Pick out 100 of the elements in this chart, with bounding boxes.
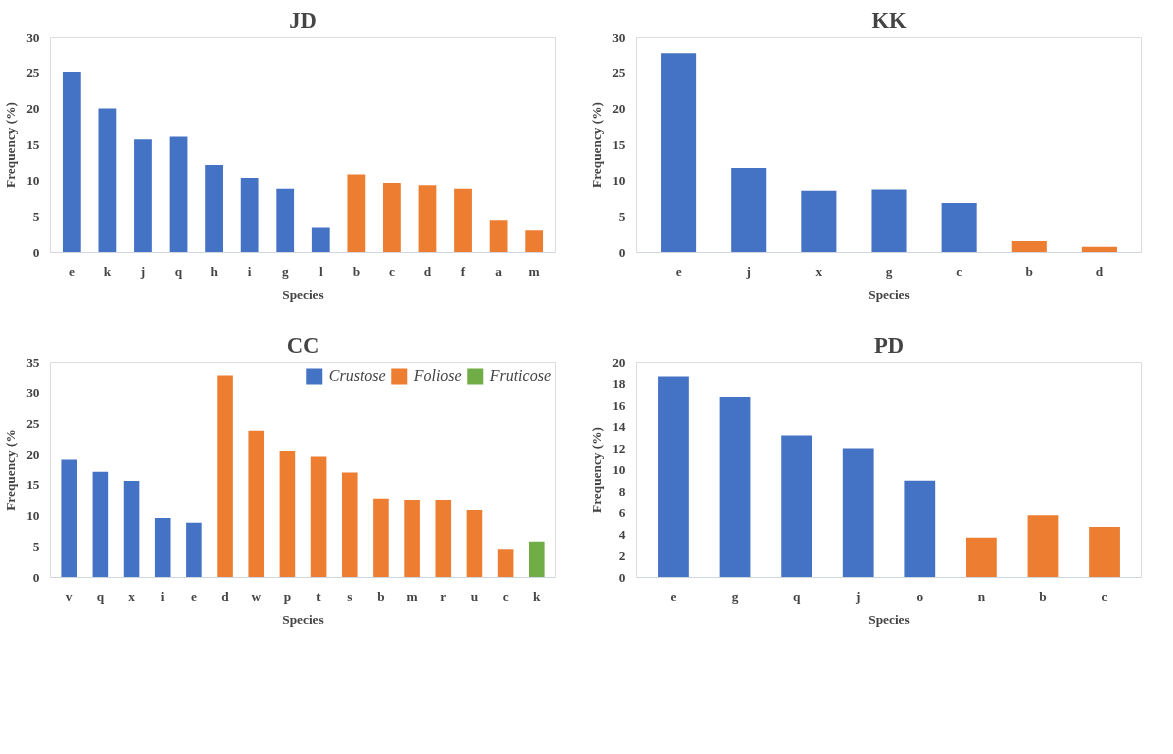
x-tick-label: b <box>377 588 385 604</box>
x-axis-title: Species <box>282 286 324 302</box>
x-tick-label: q <box>792 588 801 604</box>
y-tick-label: 20 <box>26 446 40 462</box>
bar <box>279 450 296 578</box>
x-tick-label: x <box>128 588 136 604</box>
y-tick-label: 18 <box>612 376 626 391</box>
y-tick-label: 2 <box>618 548 626 563</box>
x-tick-label: p <box>283 588 292 604</box>
x-tick-label: u <box>470 588 479 604</box>
bar <box>311 227 330 253</box>
bar <box>98 108 117 253</box>
bar <box>1027 515 1059 578</box>
y-tick-label: 10 <box>26 508 40 524</box>
bar <box>341 472 358 578</box>
y-tick-label: 14 <box>612 419 626 434</box>
y-tick-label: 4 <box>618 526 626 542</box>
y-tick-label: 10 <box>612 462 626 477</box>
bar <box>310 456 327 578</box>
x-tick-label: t <box>316 588 322 604</box>
x-tick-label: f <box>460 263 466 279</box>
bar <box>373 498 389 578</box>
x-tick-label: e <box>670 588 677 604</box>
y-tick-label: 35 <box>26 354 40 370</box>
y-tick-label: 25 <box>612 65 626 81</box>
bar <box>871 189 907 253</box>
bar <box>489 220 508 253</box>
y-tick-label: 10 <box>26 172 40 188</box>
bar <box>1089 526 1120 578</box>
x-axis-title: Species <box>868 611 910 627</box>
bar <box>965 537 997 578</box>
chart-title: JD <box>289 7 317 33</box>
x-tick-label: c <box>388 263 395 279</box>
bar <box>134 139 152 253</box>
x-tick-label: d <box>423 263 432 279</box>
y-axis-title: Frequency (%) <box>3 101 19 188</box>
x-tick-label: b <box>1025 263 1033 279</box>
y-axis-title: Frequency (% <box>3 429 19 511</box>
x-tick-label: h <box>210 263 219 279</box>
bar <box>941 203 977 253</box>
y-axis-title: Frequency (%) <box>589 426 605 513</box>
bar <box>62 71 81 253</box>
bar <box>801 190 837 253</box>
bar <box>154 517 171 578</box>
bar <box>529 541 545 578</box>
y-tick-label: 0 <box>32 569 40 585</box>
x-tick-label: e <box>190 588 197 604</box>
x-tick-label: c <box>502 588 509 604</box>
y-tick-label: 5 <box>32 208 40 224</box>
x-tick-label: g <box>731 588 739 604</box>
y-tick-label: 15 <box>26 477 40 493</box>
x-tick-label: k <box>533 588 542 604</box>
bar <box>719 396 751 578</box>
y-axis-title: Frequency (%) <box>589 101 605 188</box>
y-tick-label: 16 <box>612 397 626 413</box>
y-tick-label: 25 <box>26 415 40 431</box>
y-tick-label: 30 <box>26 385 40 401</box>
y-tick-label: 30 <box>612 29 626 45</box>
y-tick-label: 15 <box>26 137 40 152</box>
y-tick-label: 20 <box>612 101 626 117</box>
bar <box>658 376 689 578</box>
y-tick-label: 6 <box>618 505 626 520</box>
x-tick-label: e <box>68 263 75 279</box>
y-tick-label: 20 <box>26 101 40 117</box>
x-tick-label: o <box>916 588 924 604</box>
bar <box>383 182 401 253</box>
bar <box>92 471 109 578</box>
bar <box>525 230 544 253</box>
y-tick-label: 5 <box>32 538 40 554</box>
x-tick-label: w <box>251 588 262 604</box>
bar <box>661 53 697 253</box>
x-tick-label: m <box>528 263 540 279</box>
bar <box>466 509 483 578</box>
chart-title: PD <box>873 332 905 358</box>
x-axis-title: Species <box>282 611 324 627</box>
legend-label: Foliose <box>413 367 462 385</box>
y-tick-label: 25 <box>26 65 40 81</box>
x-tick-label: c <box>1101 588 1108 604</box>
x-tick-label: i <box>247 263 252 279</box>
legend-label: Crustose <box>328 367 386 385</box>
bar <box>186 522 202 578</box>
bar <box>61 459 77 578</box>
bar <box>904 480 936 578</box>
x-tick-label: r <box>440 588 447 604</box>
bar <box>1011 241 1047 253</box>
bar <box>248 430 265 578</box>
bar <box>842 448 874 578</box>
x-tick-label: k <box>103 263 112 279</box>
y-tick-label: 10 <box>612 172 626 188</box>
x-tick-label: c <box>956 263 963 279</box>
x-tick-label: v <box>65 588 73 604</box>
y-tick-label: 0 <box>32 244 40 260</box>
x-tick-label: s <box>347 588 353 604</box>
x-tick-label: g <box>885 263 893 279</box>
bar <box>217 375 233 578</box>
legend-label: Fruticose <box>489 367 551 385</box>
x-tick-label: n <box>977 588 986 604</box>
bar <box>404 500 420 578</box>
x-tick-label: d <box>1095 263 1104 279</box>
bar <box>497 549 514 578</box>
